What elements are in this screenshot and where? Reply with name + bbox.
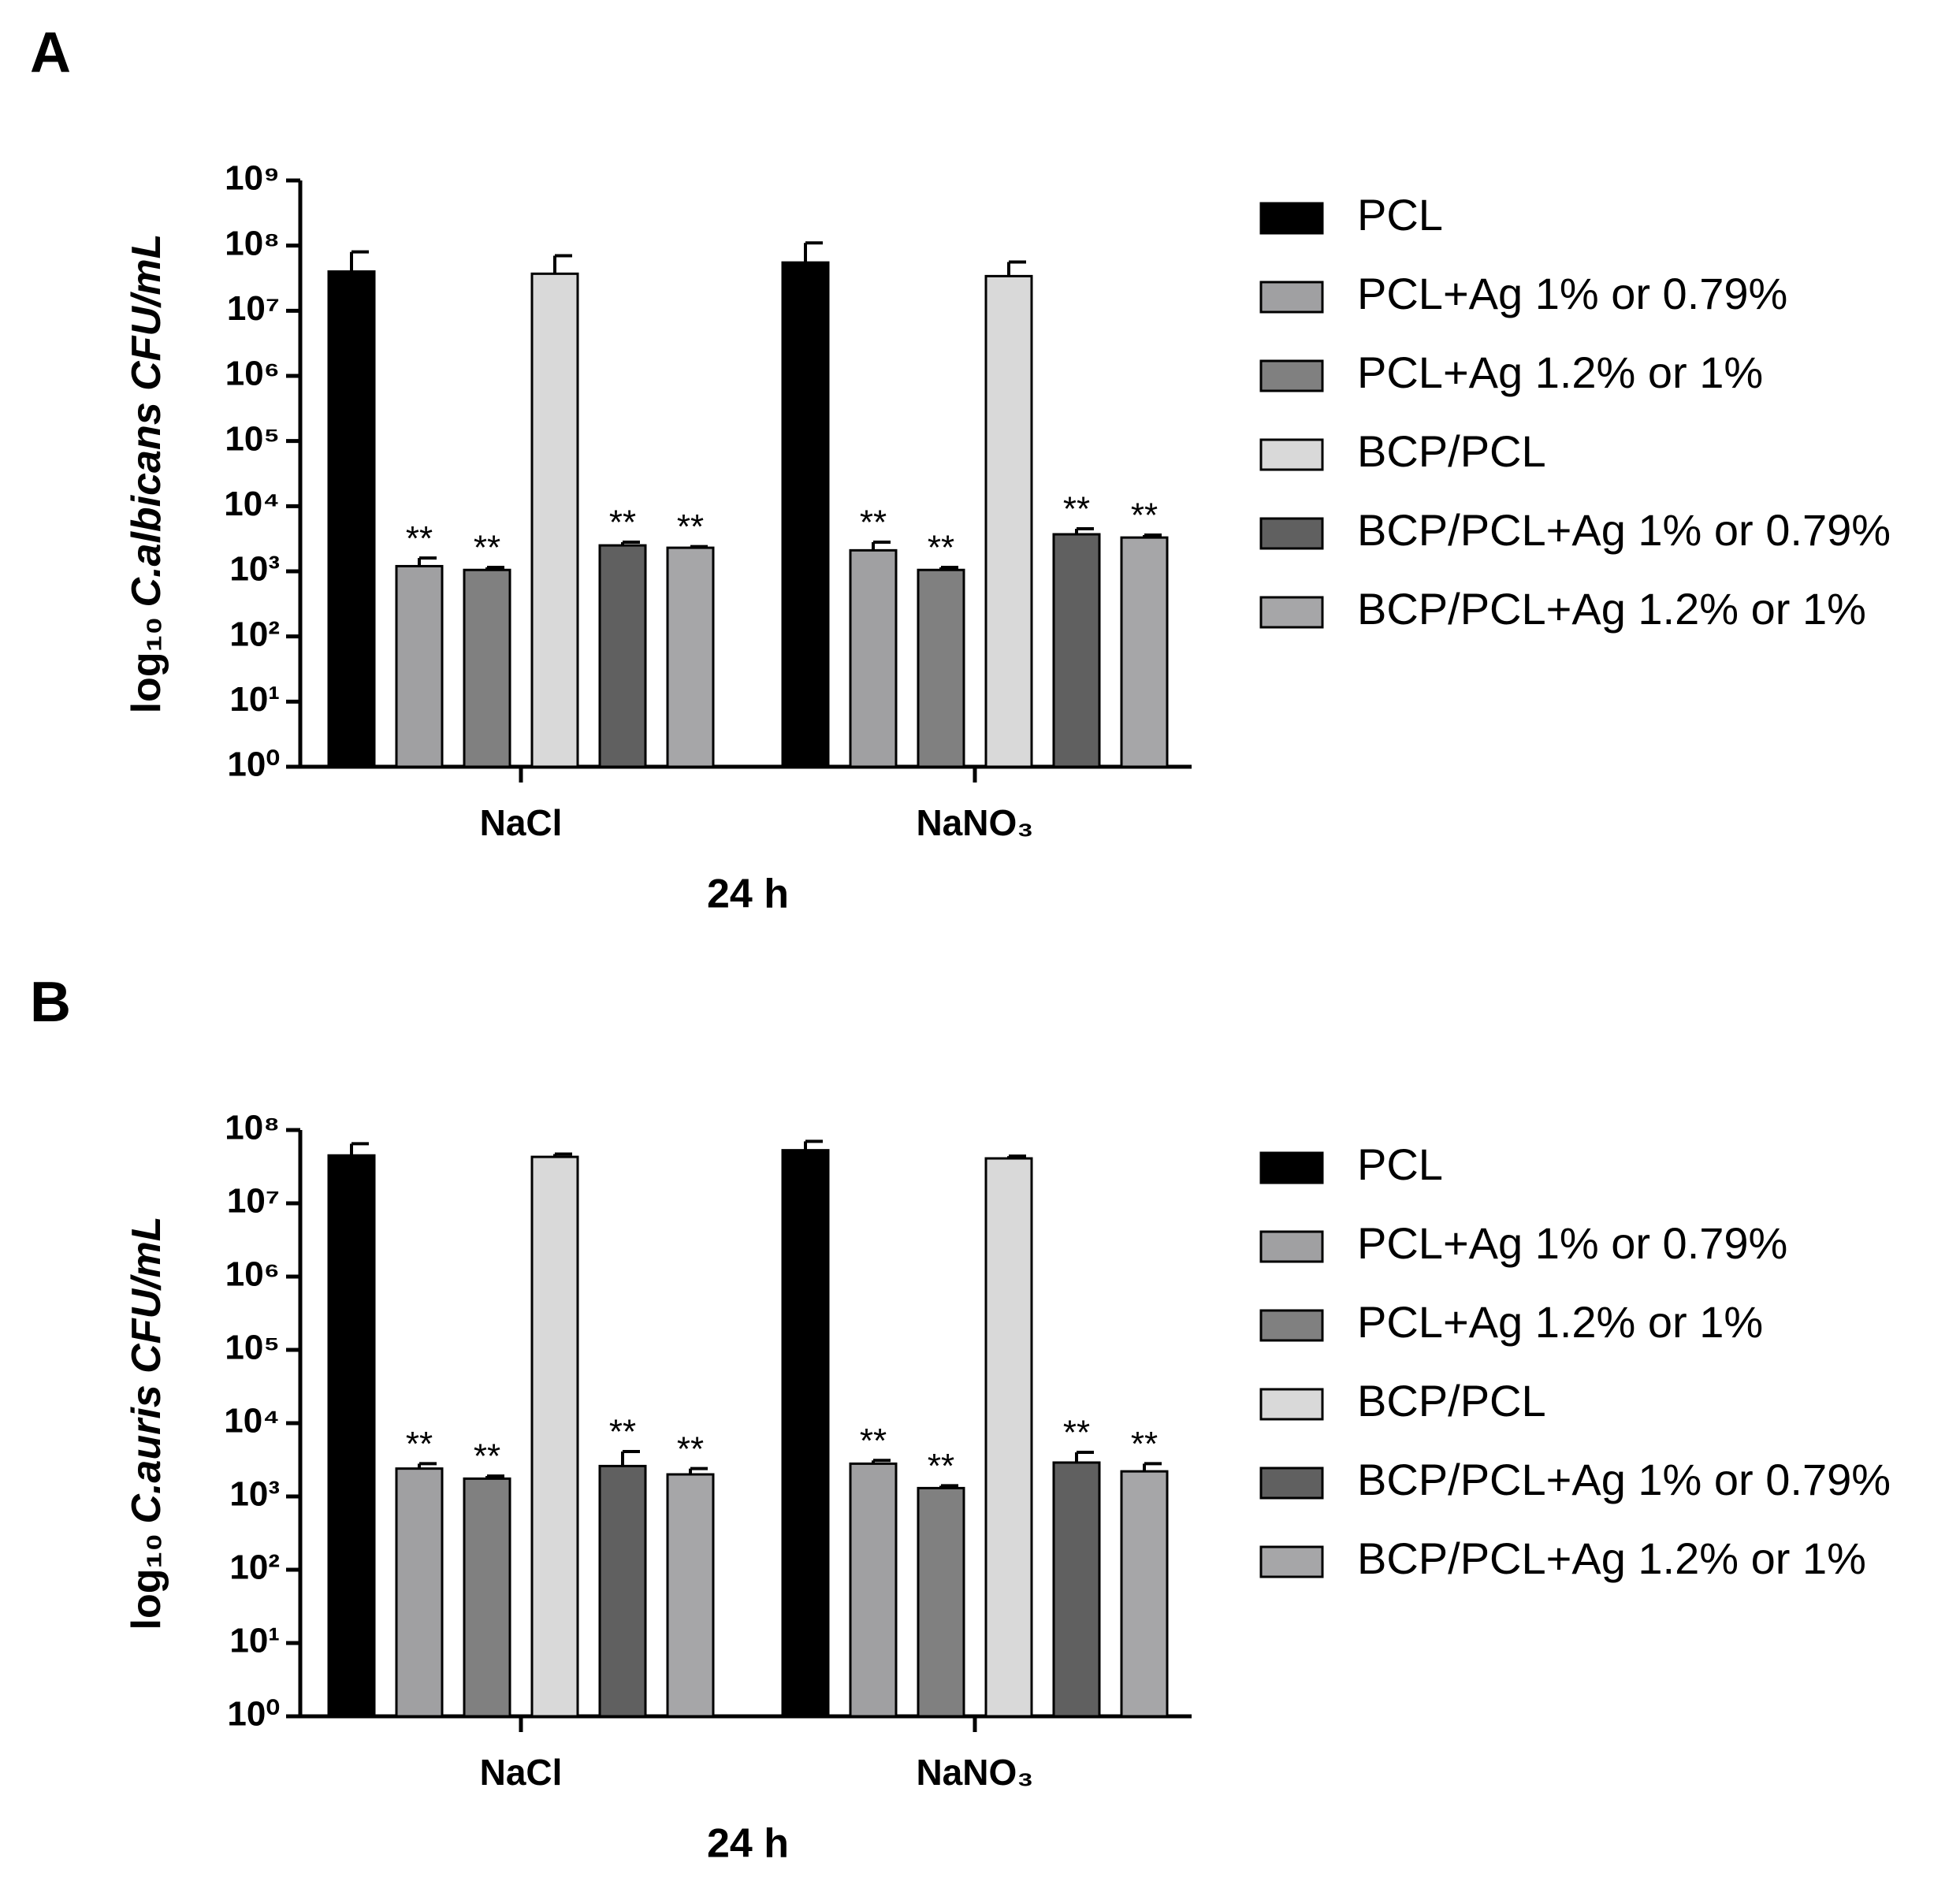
y-axis-label: log₁₀ C.albicans CFU/mL [124,234,169,714]
significance-marker: ** [928,1447,954,1485]
y-label-prefix: log₁₀ [124,616,169,713]
y-label-prefix: log₁₀ [124,1533,169,1630]
legend-label: BCP/PCL+Ag 1.2% or 1% [1357,584,1866,634]
significance-marker: ** [1131,496,1158,535]
significance-marker: ** [677,507,704,546]
legend-swatch [1259,1545,1324,1578]
bar [395,564,444,768]
y-tick-label: 10⁶ [225,355,280,393]
significance-marker: ** [677,1429,704,1468]
bar [1120,1470,1169,1718]
y-tick-label: 10⁵ [225,1329,280,1367]
significance-marker: ** [1063,490,1090,529]
bar [984,274,1033,768]
panel-label: A [30,21,71,84]
bar [1052,533,1101,768]
legend-swatch [1259,1151,1324,1184]
legend-label: BCP/PCL+Ag 1% or 0.79% [1357,1455,1891,1504]
panel-label: B [30,971,71,1034]
y-tick-label: 10¹ [229,1622,280,1660]
legend-label: PCL+Ag 1.2% or 1% [1357,348,1763,397]
y-tick-label: 10⁸ [225,224,280,262]
significance-marker: ** [1131,1425,1158,1463]
y-label-text: C.auris CFU/mL [124,1217,169,1524]
y-axis-label: log₁₀ C.auris CFU/mL [124,1217,169,1630]
bar [395,1467,444,1718]
bar [984,1157,1033,1718]
significance-marker: ** [474,529,500,567]
y-tick-label: 10⁷ [227,1182,280,1221]
bar [463,1477,511,1718]
significance-marker: ** [860,504,887,542]
x-axis-label: 24 h [707,1821,789,1867]
y-tick-label: 10⁴ [224,1402,280,1440]
significance-marker: ** [406,519,433,558]
bar [463,568,511,768]
bar [781,261,830,768]
bar [1052,1461,1101,1718]
legend-swatch [1259,1467,1324,1500]
bar [530,1155,579,1718]
legend-label: PCL [1357,1139,1443,1189]
y-tick-label: 10³ [229,550,280,589]
legend-label: PCL+Ag 1% or 0.79% [1357,1218,1787,1268]
x-tick-label: NaCl [480,802,563,843]
y-tick-label: 10⁷ [227,289,280,328]
bar [849,548,898,768]
y-tick-label: 10⁴ [224,485,280,523]
y-tick-label: 10³ [229,1475,280,1514]
legend-swatch [1259,281,1324,314]
y-tick-label: 10⁵ [225,419,280,458]
y-tick-label: 10² [229,615,280,653]
legend-swatch [1259,596,1324,629]
legend-label: PCL+Ag 1.2% or 1% [1357,1297,1763,1347]
bar [781,1149,830,1718]
legend-swatch [1259,517,1324,550]
x-axis-label: 24 h [707,872,789,917]
y-tick-label: 10⁰ [227,1695,280,1734]
y-tick-label: 10⁹ [225,159,280,198]
legend-swatch [1259,1230,1324,1263]
significance-marker: ** [609,1413,636,1452]
y-tick-label: 10¹ [229,680,280,719]
legend-label: BCP/PCL+Ag 1% or 0.79% [1357,505,1891,555]
legend-swatch [1259,359,1324,392]
y-tick-label: 10⁸ [225,1109,280,1147]
x-tick-label: NaCl [480,1752,563,1793]
bar [598,1464,647,1718]
bar [666,546,715,768]
legend-label: BCP/PCL [1357,1376,1546,1426]
bar [327,270,376,768]
bar [530,272,579,768]
bar [598,544,647,768]
significance-marker: ** [928,529,954,567]
legend-swatch [1259,1388,1324,1421]
significance-marker: ** [1063,1414,1090,1452]
bar [917,568,965,768]
bar [327,1154,376,1718]
legend-label: PCL+Ag 1% or 0.79% [1357,269,1787,318]
y-tick-label: 10⁰ [227,745,280,784]
y-label-text: C.albicans CFU/mL [124,234,169,608]
y-tick-label: 10⁶ [225,1255,280,1294]
bar [1120,536,1169,768]
legend-label: BCP/PCL+Ag 1.2% or 1% [1357,1533,1866,1583]
legend-swatch [1259,1309,1324,1342]
significance-marker: ** [474,1437,500,1476]
bar [666,1473,715,1718]
x-tick-label: NaNO₃ [916,802,1033,843]
bar [849,1462,898,1718]
legend-label: PCL [1357,190,1443,240]
legend-label: BCP/PCL [1357,426,1546,476]
bar [917,1486,965,1718]
x-tick-label: NaNO₃ [916,1752,1033,1793]
significance-marker: ** [406,1425,433,1463]
legend-swatch [1259,438,1324,471]
y-tick-label: 10² [229,1548,280,1587]
significance-marker: ** [860,1422,887,1460]
significance-marker: ** [609,504,636,542]
legend-swatch [1259,202,1324,235]
